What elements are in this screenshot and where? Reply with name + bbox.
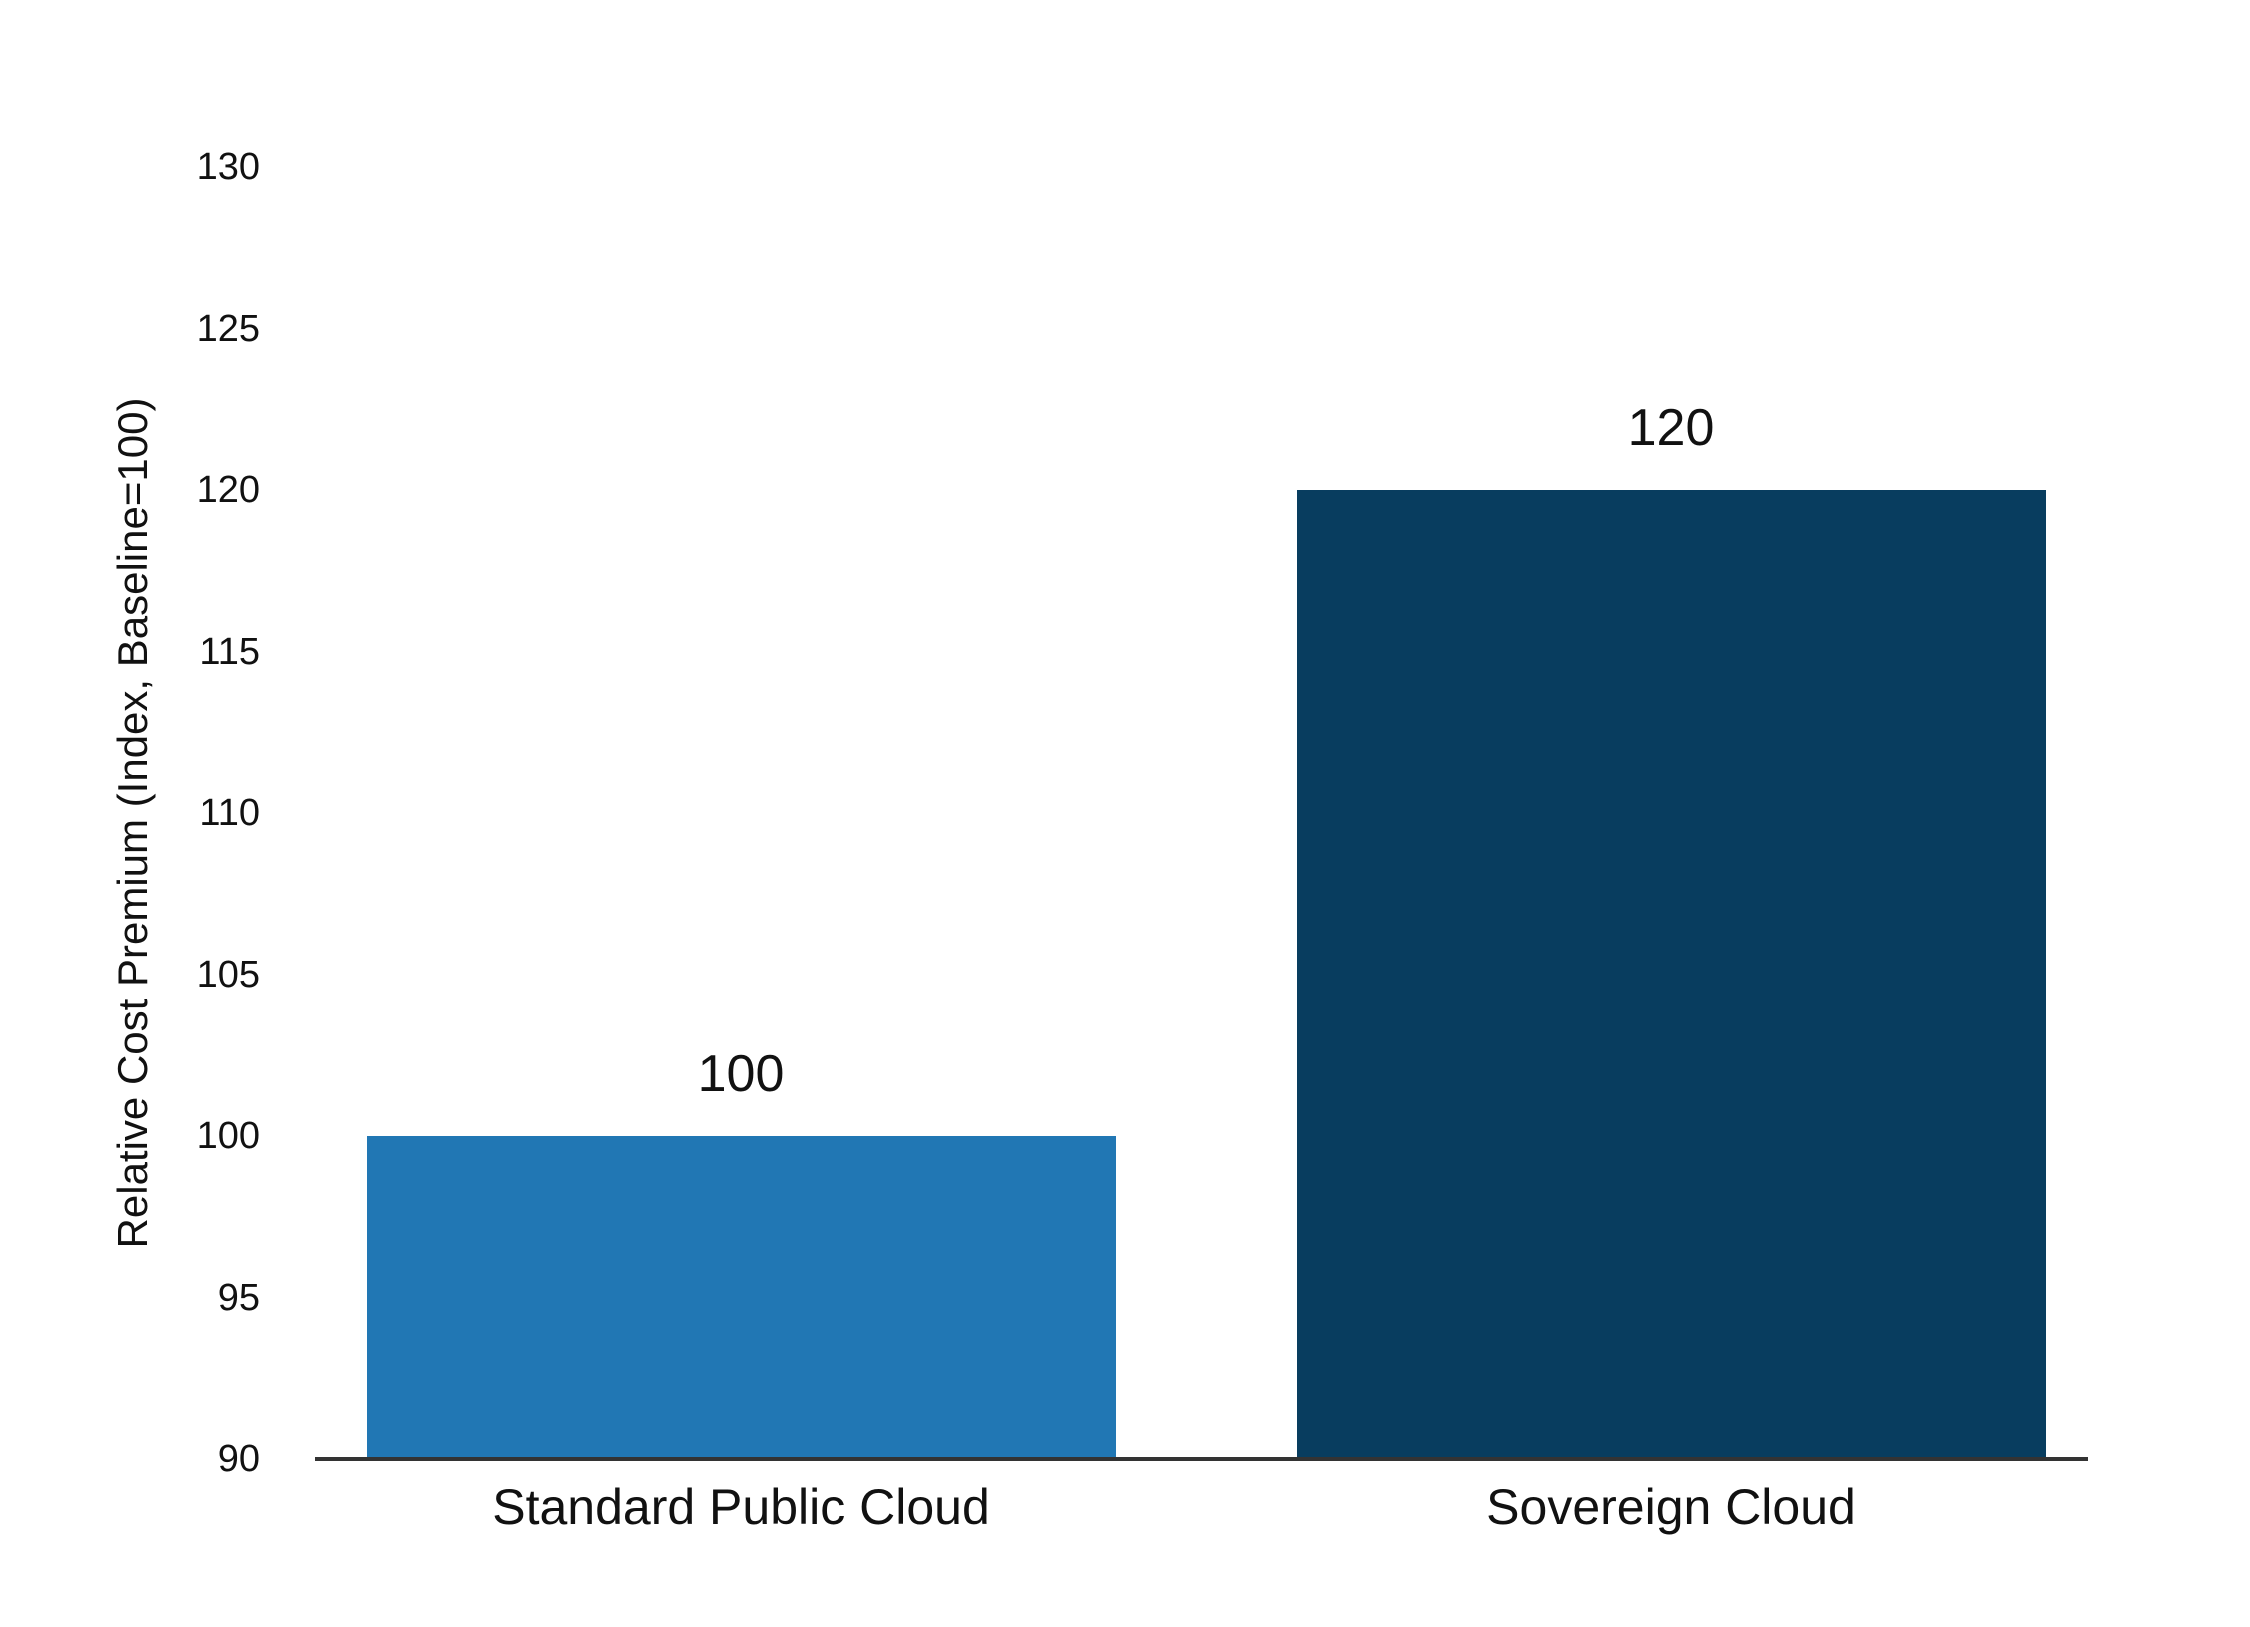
y-tick-label-100: 100 bbox=[196, 1115, 260, 1157]
x-category-label-sovereign-cloud: Sovereign Cloud bbox=[1486, 1479, 1856, 1535]
y-tick-label-130: 130 bbox=[196, 146, 260, 188]
y-tick-label-125: 125 bbox=[196, 307, 260, 350]
y-tick-label-115: 115 bbox=[199, 630, 260, 673]
y-tick-label-120: 120 bbox=[196, 469, 260, 511]
y-tick-label-105: 105 bbox=[196, 953, 260, 996]
value-label-sovereign-cloud: 120 bbox=[1627, 399, 1715, 457]
bar-standard-public-cloud bbox=[366, 1136, 1116, 1459]
x-axis-line bbox=[315, 1457, 2088, 1461]
y-tick-label-110: 110 bbox=[199, 792, 260, 834]
y-tick-label-95: 95 bbox=[217, 1276, 260, 1319]
bar-sovereign-cloud bbox=[1296, 490, 2046, 1459]
x-category-label-standard-public-cloud: Standard Public Cloud bbox=[492, 1479, 990, 1535]
value-label-standard-public-cloud: 100 bbox=[697, 1045, 785, 1103]
y-tick-label-90: 90 bbox=[217, 1438, 260, 1480]
